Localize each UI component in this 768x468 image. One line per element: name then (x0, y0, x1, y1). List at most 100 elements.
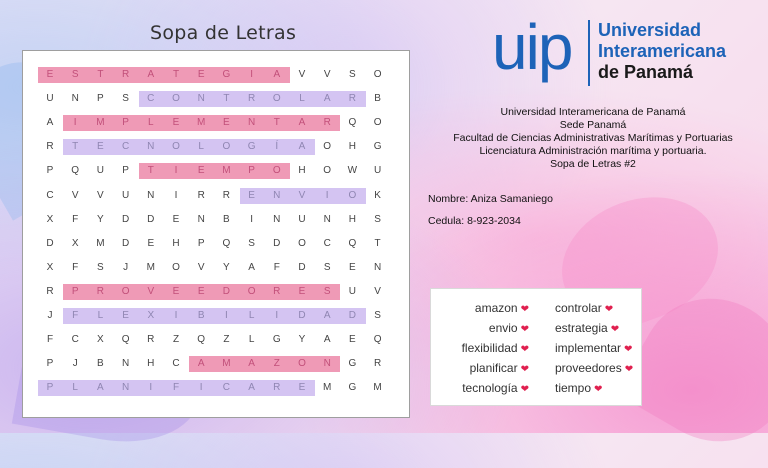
grid-cell: O (323, 141, 332, 153)
grid-cell: N (71, 93, 79, 105)
grid-cell: I (174, 189, 178, 201)
grid-cell: R (96, 285, 104, 297)
word-label: proveedores (555, 361, 622, 375)
grid-cell: G (373, 141, 382, 153)
grid-cell: F (72, 213, 79, 225)
word-item-tiempo: tiempo ❤ (555, 381, 602, 395)
grid-cell: E (349, 334, 356, 346)
word-item-estrategia: estrategia ❤ (555, 321, 619, 335)
grid-cell: N (147, 189, 155, 201)
grid-cell: C (222, 382, 230, 394)
logo-wordmark: Universidad Interamericana de Panamá (598, 20, 726, 83)
grid-cell: E (349, 261, 356, 273)
grid-cell: P (248, 165, 255, 177)
grid-cell: N (121, 358, 130, 370)
grid-cell: F (72, 261, 79, 273)
grid-cell: Q (222, 237, 231, 249)
grid-cell: F (46, 334, 54, 346)
grid-cell: Y (223, 261, 230, 273)
heart-icon: ❤ (520, 384, 529, 395)
heart-icon: ❤ (624, 364, 634, 375)
grid-cell: L (198, 141, 204, 153)
grid-cell: O (222, 141, 231, 153)
grid-cell: Z (172, 334, 180, 346)
grid-cell: R (273, 382, 281, 394)
grid-cell: A (248, 261, 255, 273)
word-label: estrategia (555, 321, 608, 335)
grid-cell: Y (298, 334, 306, 346)
grid-cell: B (197, 310, 205, 321)
logo-line-3: de Panamá (598, 62, 694, 82)
grid-cell: P (46, 358, 54, 370)
grid-cell: Q (348, 117, 357, 129)
grid-cell: T (374, 237, 381, 249)
grid-cell: S (122, 93, 129, 105)
grid-cell: O (172, 141, 180, 153)
grid-cell: G (272, 334, 281, 346)
grid-cell: Z (223, 334, 230, 346)
university-logo: uip Universidad Interamericana de Panamá (492, 11, 742, 94)
grid-cell: R (348, 93, 356, 105)
grid-cell: S (349, 69, 356, 80)
faculty-name: Facultad de Ciencias Administrativas Mar… (453, 132, 733, 144)
word-label: tecnología (462, 381, 518, 395)
word-label: implementar (555, 341, 622, 355)
grid-cell: N (197, 93, 205, 105)
highlight-envio (239, 187, 366, 204)
grid-cell: O (348, 189, 357, 201)
grid-cell: R (197, 189, 205, 201)
grid-cell: D (121, 237, 130, 249)
grid-cell: G (348, 358, 357, 370)
word-label: envio (488, 321, 518, 335)
grid-cell: M (222, 358, 231, 370)
grid-cell: N (323, 213, 331, 225)
grid-cell: D (46, 237, 54, 249)
grid-cell: S (71, 69, 79, 80)
grid-cell: I (149, 382, 153, 394)
grid-cell: S (97, 261, 104, 273)
heart-icon: ❤ (520, 324, 529, 335)
grid-cell: I (174, 310, 178, 321)
word-item-tecnología: tecnología ❤ (462, 381, 529, 395)
grid-cell: N (197, 213, 205, 225)
highlight-implementar (63, 115, 341, 132)
word-item-proveedores: proveedores ❤ (555, 361, 633, 375)
grid-cell: N (121, 382, 130, 394)
grid-cell: L (299, 93, 305, 105)
grid-cell: S (374, 213, 381, 225)
grid-cell: L (248, 334, 255, 346)
grid-cell: O (172, 261, 180, 273)
grid-cell: S (323, 261, 331, 273)
grid-cell: A (248, 358, 255, 370)
grid-cell: D (273, 237, 281, 249)
campus-name: Sede Panamá (559, 119, 627, 131)
grid-cell: P (122, 117, 129, 129)
grid-cell: Y (97, 213, 104, 225)
grid-cell: A (147, 69, 155, 80)
highlight-flexibilidad (63, 308, 366, 324)
grid-cell: T (172, 69, 180, 80)
highlight-proveedores (63, 283, 341, 300)
grid-cell: V (323, 69, 331, 80)
grid-cell: L (148, 117, 154, 129)
highlight-estrategia (38, 67, 290, 83)
grid-cell: A (323, 93, 331, 105)
word-item-implementar: implementar ❤ (555, 341, 632, 355)
word-item-controlar: controlar ❤ (555, 301, 613, 315)
grid-cell: D (121, 213, 130, 225)
grid-cell: U (121, 189, 130, 201)
grid-cell: E (172, 117, 180, 129)
grid-cell: O (172, 93, 180, 105)
grid-cell: R (121, 69, 130, 80)
grid-cell: E (122, 310, 129, 321)
grid-cell: C (71, 334, 79, 346)
grid-cell: U (348, 285, 356, 297)
grid-cell: Q (121, 334, 130, 346)
grid-cell: Q (373, 334, 382, 346)
grid-cell: S (323, 285, 331, 297)
grid-cell: E (172, 285, 180, 297)
grid-cell: M (222, 165, 231, 177)
